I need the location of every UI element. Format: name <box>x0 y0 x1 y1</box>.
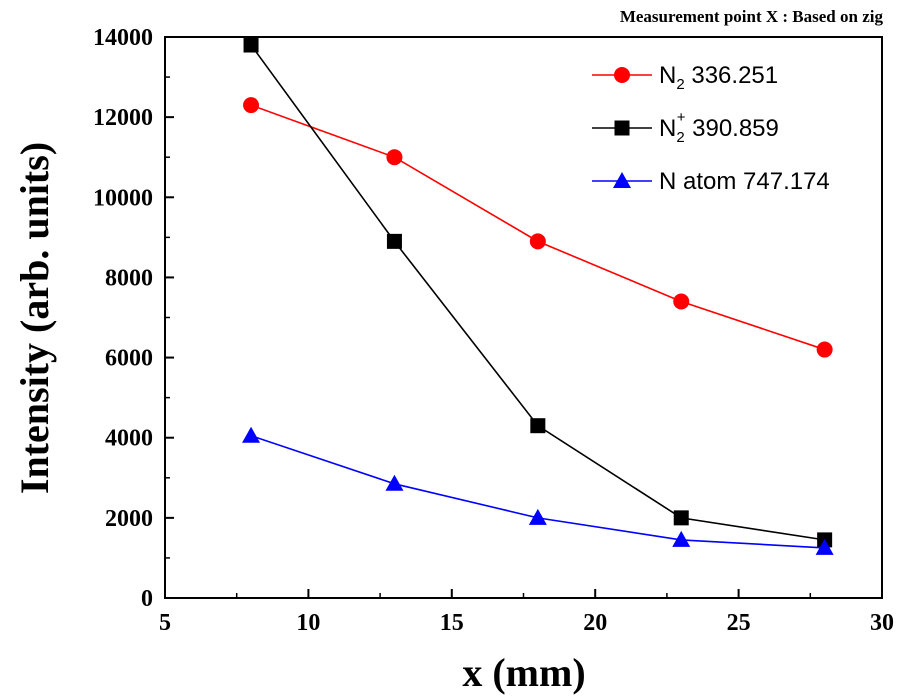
legend-marker <box>614 120 630 136</box>
series-1 <box>243 97 833 358</box>
x-tick-label: 20 <box>583 610 607 636</box>
y-axis: 0 2000 4000 6000 8000 10000 12000 14000 <box>93 25 174 612</box>
x-tick-label: 15 <box>440 610 464 636</box>
y-axis-title: Intensity (arb. units) <box>12 142 57 494</box>
y-tick-label: 0 <box>141 586 153 612</box>
legend-label-base: N atom 747.174 <box>659 168 830 195</box>
data-point <box>673 510 689 526</box>
legend-label-superscript: + <box>677 109 686 126</box>
legend-label-value: 390.859 <box>685 115 778 142</box>
legend-label-subscript: 2 <box>676 129 684 146</box>
legend-label-base: N <box>659 62 676 89</box>
data-point <box>243 97 260 114</box>
y-tick-label: 10000 <box>93 185 153 211</box>
data-point <box>672 530 691 547</box>
data-point <box>528 508 547 525</box>
y-tick-label: 12000 <box>93 105 153 131</box>
data-point <box>243 37 259 53</box>
data-point <box>386 149 403 166</box>
legend-label-value: 336.251 <box>685 62 778 89</box>
series-2 <box>243 37 833 548</box>
data-point <box>529 233 546 250</box>
y-tick-label: 2000 <box>105 506 153 532</box>
legend-marker <box>613 172 631 188</box>
series-line <box>250 434 825 549</box>
y-tick-label: 14000 <box>93 25 153 51</box>
data-point <box>673 293 690 310</box>
chart-subtitle: Measurement point X : Based on zig <box>620 7 884 26</box>
legend-label: N atom 747.174 <box>659 168 830 195</box>
data-point <box>816 341 833 358</box>
legend-item-3: N atom 747.174 <box>592 168 830 195</box>
y-tick-label: 8000 <box>105 265 153 291</box>
data-point <box>815 538 834 555</box>
legend-label: N2 + 390.859 <box>659 109 779 146</box>
data-point <box>385 474 404 491</box>
series-3 <box>242 426 834 555</box>
legend-marker <box>614 67 630 83</box>
data-point <box>530 418 546 434</box>
x-axis-title: x (mm) <box>462 650 585 695</box>
series-layer <box>242 37 834 555</box>
y-tick-label: 6000 <box>105 346 153 372</box>
x-axis: 5 10 15 20 25 30 <box>159 589 894 636</box>
legend-label-base: N <box>659 115 676 142</box>
x-tick-label: 25 <box>727 610 751 636</box>
y-tick-label: 4000 <box>105 426 153 452</box>
legend-label-subscript: 2 <box>676 76 684 93</box>
x-tick-label: 5 <box>159 610 171 636</box>
data-point <box>242 426 261 443</box>
legend-item-1: N2 336.251 <box>592 62 778 93</box>
legend-item-2: N2 + 390.859 <box>592 109 779 146</box>
data-point <box>386 233 402 249</box>
legend-label: N2 336.251 <box>659 62 778 93</box>
x-tick-label: 10 <box>296 610 320 636</box>
x-tick-label: 30 <box>870 610 894 636</box>
